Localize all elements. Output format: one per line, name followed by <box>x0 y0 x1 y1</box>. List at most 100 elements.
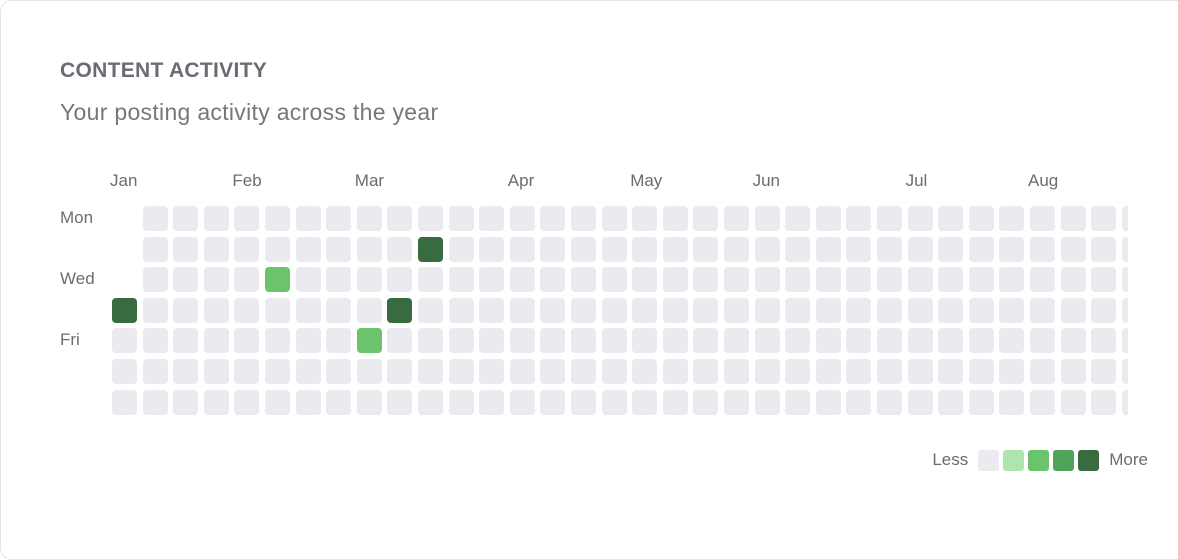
activity-cell[interactable] <box>662 359 688 384</box>
activity-cell[interactable] <box>662 267 688 293</box>
activity-cell[interactable] <box>479 359 505 384</box>
activity-cell[interactable] <box>815 206 841 231</box>
activity-cell[interactable] <box>1091 297 1117 323</box>
activity-cell[interactable] <box>1030 297 1055 323</box>
activity-cell[interactable] <box>479 297 505 323</box>
activity-cell[interactable] <box>815 359 841 384</box>
activity-cell[interactable] <box>295 359 321 384</box>
activity-cell[interactable] <box>203 389 229 415</box>
activity-cell[interactable] <box>785 267 811 293</box>
activity-cell[interactable] <box>785 297 811 323</box>
activity-cell[interactable] <box>938 359 964 384</box>
activity-cell[interactable] <box>448 328 474 354</box>
activity-cell[interactable] <box>907 389 933 415</box>
activity-cell[interactable] <box>173 297 199 323</box>
activity-cell[interactable] <box>265 206 290 231</box>
activity-cell[interactable] <box>724 328 749 354</box>
activity-cell[interactable] <box>968 206 994 231</box>
activity-cell[interactable] <box>724 267 749 293</box>
activity-cell[interactable] <box>907 297 933 323</box>
activity-cell[interactable] <box>112 359 137 384</box>
activity-cell[interactable] <box>907 359 933 384</box>
activity-cell[interactable] <box>938 389 964 415</box>
activity-cell[interactable] <box>968 328 994 354</box>
activity-cell[interactable] <box>112 328 137 354</box>
activity-cell[interactable] <box>295 206 321 231</box>
activity-cell[interactable] <box>479 206 505 231</box>
activity-cell[interactable] <box>387 328 413 354</box>
activity-cell[interactable] <box>754 236 780 262</box>
activity-cell[interactable] <box>693 359 719 384</box>
activity-cell[interactable] <box>601 236 627 262</box>
activity-cell[interactable] <box>632 206 658 231</box>
activity-cell[interactable] <box>1121 359 1128 384</box>
activity-cell[interactable] <box>1091 389 1117 415</box>
activity-cell[interactable] <box>907 328 933 354</box>
activity-cell[interactable] <box>907 206 933 231</box>
activity-cell[interactable] <box>203 328 229 354</box>
activity-cell[interactable] <box>1121 236 1128 262</box>
activity-cell[interactable] <box>448 297 474 323</box>
activity-cell[interactable] <box>662 389 688 415</box>
activity-cell[interactable] <box>540 389 566 415</box>
activity-cell[interactable] <box>1060 328 1086 354</box>
activity-cell[interactable] <box>142 328 168 354</box>
activity-cell[interactable] <box>968 297 994 323</box>
activity-cell[interactable] <box>693 328 719 354</box>
activity-cell[interactable] <box>234 267 260 293</box>
activity-cell[interactable] <box>479 389 505 415</box>
activity-cell[interactable] <box>846 359 872 384</box>
activity-cell[interactable] <box>632 359 658 384</box>
activity-cell[interactable] <box>999 206 1025 231</box>
activity-cell[interactable] <box>387 236 413 262</box>
activity-cell[interactable] <box>632 297 658 323</box>
activity-cell[interactable] <box>877 267 902 293</box>
activity-cell[interactable] <box>112 389 137 415</box>
activity-cell[interactable] <box>173 206 199 231</box>
activity-cell[interactable] <box>356 206 382 231</box>
activity-cell[interactable] <box>295 389 321 415</box>
activity-cell[interactable] <box>509 328 535 354</box>
activity-cell[interactable] <box>265 297 290 323</box>
activity-cell[interactable] <box>173 267 199 293</box>
activity-cell[interactable] <box>509 297 535 323</box>
activity-cell[interactable] <box>203 206 229 231</box>
activity-cell[interactable] <box>1060 389 1086 415</box>
activity-cell[interactable] <box>448 236 474 262</box>
activity-cell[interactable] <box>1030 389 1055 415</box>
activity-cell[interactable] <box>295 297 321 323</box>
activity-cell[interactable] <box>815 328 841 354</box>
activity-cell[interactable] <box>142 236 168 262</box>
activity-cell[interactable] <box>999 267 1025 293</box>
activity-cell[interactable] <box>1121 328 1128 354</box>
activity-cell[interactable] <box>295 267 321 293</box>
activity-cell[interactable] <box>846 328 872 354</box>
activity-cell[interactable] <box>418 297 443 323</box>
activity-cell[interactable] <box>785 206 811 231</box>
activity-cell[interactable] <box>785 328 811 354</box>
activity-cell[interactable] <box>1091 267 1117 293</box>
activity-cell[interactable] <box>540 236 566 262</box>
activity-cell[interactable] <box>540 297 566 323</box>
activity-cell[interactable] <box>938 236 964 262</box>
activity-cell[interactable] <box>418 206 443 231</box>
activity-cell[interactable] <box>234 328 260 354</box>
activity-cell[interactable] <box>1060 267 1086 293</box>
activity-cell[interactable] <box>448 359 474 384</box>
activity-cell[interactable] <box>173 389 199 415</box>
activity-cell[interactable] <box>142 267 168 293</box>
activity-cell[interactable] <box>601 267 627 293</box>
activity-cell[interactable] <box>724 297 749 323</box>
activity-cell[interactable] <box>815 389 841 415</box>
activity-cell[interactable] <box>754 267 780 293</box>
activity-cell[interactable] <box>724 359 749 384</box>
activity-cell[interactable] <box>877 359 902 384</box>
activity-cell[interactable] <box>173 359 199 384</box>
activity-cell[interactable] <box>387 206 413 231</box>
activity-cell[interactable] <box>877 236 902 262</box>
activity-cell[interactable] <box>418 359 443 384</box>
activity-cell[interactable] <box>1091 359 1117 384</box>
activity-cell[interactable] <box>203 297 229 323</box>
activity-cell[interactable] <box>999 389 1025 415</box>
activity-cell[interactable] <box>1060 359 1086 384</box>
